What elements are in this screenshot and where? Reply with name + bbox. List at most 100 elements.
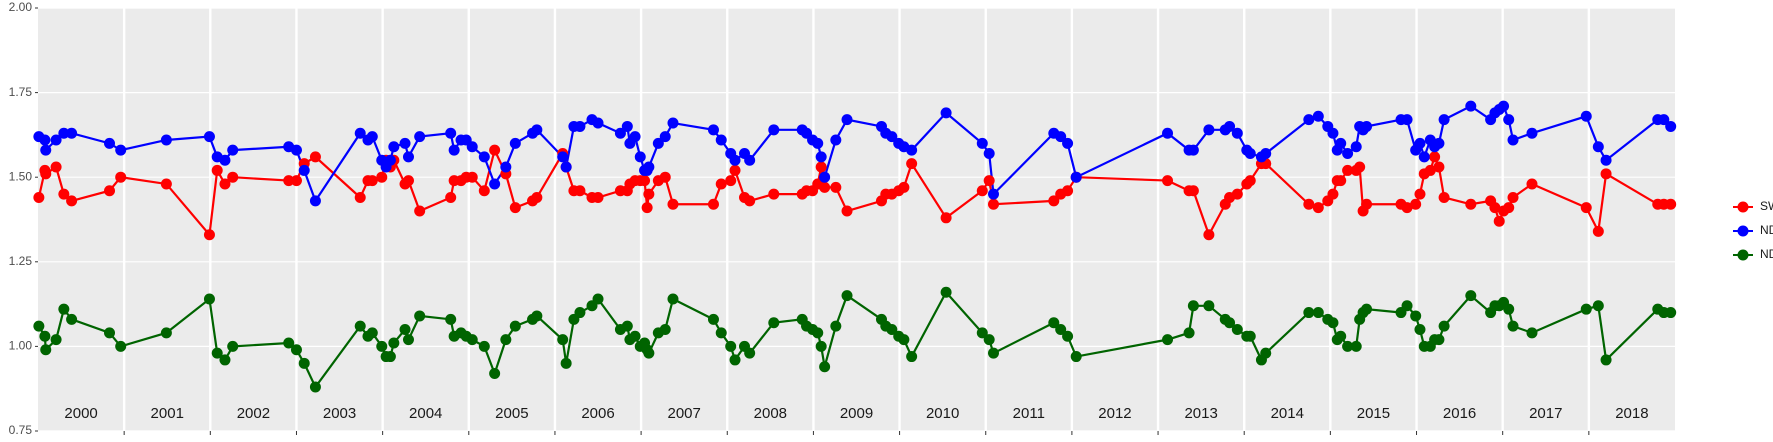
point — [219, 354, 231, 366]
point — [1062, 330, 1074, 342]
point — [906, 144, 918, 156]
point — [725, 175, 737, 187]
point — [729, 164, 741, 176]
point — [354, 320, 366, 332]
point — [1414, 188, 1426, 200]
point — [1062, 185, 1074, 197]
point — [104, 327, 116, 339]
point — [40, 344, 52, 356]
point — [1260, 347, 1272, 359]
point — [1203, 124, 1215, 136]
y-tick-label: 2.00 — [9, 0, 33, 14]
point — [115, 144, 127, 156]
point — [388, 141, 400, 153]
point — [574, 120, 586, 132]
point — [1244, 175, 1256, 187]
point — [906, 351, 918, 363]
point — [1493, 215, 1505, 227]
point — [478, 185, 490, 197]
point — [290, 144, 302, 156]
point — [466, 171, 478, 183]
point — [500, 161, 512, 173]
point — [983, 334, 995, 346]
point — [1600, 354, 1612, 366]
point — [388, 337, 400, 349]
point — [1503, 114, 1515, 126]
legend-label: SWIR — [1760, 199, 1773, 213]
point — [466, 141, 478, 153]
point — [1410, 198, 1422, 210]
point — [160, 327, 172, 339]
point — [531, 192, 543, 204]
point — [203, 229, 215, 241]
point — [1327, 127, 1339, 139]
point — [1429, 151, 1441, 163]
year-label: 2009 — [840, 405, 873, 422]
point — [309, 151, 321, 163]
point — [1465, 290, 1477, 302]
point — [715, 178, 727, 190]
point — [309, 381, 321, 393]
point — [815, 161, 827, 173]
point — [104, 185, 116, 197]
point — [33, 320, 45, 332]
point — [940, 107, 952, 119]
point — [1327, 188, 1339, 200]
point — [1600, 154, 1612, 166]
point — [283, 175, 295, 187]
y-tick-label: 1.75 — [9, 85, 33, 99]
point — [1231, 323, 1243, 335]
point — [509, 137, 521, 149]
point — [639, 175, 651, 187]
point — [1465, 100, 1477, 112]
point — [898, 334, 910, 346]
point — [1055, 131, 1067, 143]
point — [621, 120, 633, 132]
year-label: 2005 — [495, 405, 528, 422]
point — [376, 171, 388, 183]
point — [489, 178, 501, 190]
point — [987, 198, 999, 210]
point — [1342, 340, 1354, 352]
point — [399, 323, 411, 335]
point — [1433, 334, 1445, 346]
point — [227, 171, 239, 183]
point — [1526, 327, 1538, 339]
point — [1580, 110, 1592, 122]
point — [402, 334, 414, 346]
point — [614, 127, 626, 139]
point — [1503, 202, 1515, 214]
point — [227, 144, 239, 156]
point — [768, 124, 780, 136]
point — [1410, 310, 1422, 322]
point — [489, 367, 501, 379]
year-label: 2015 — [1357, 405, 1390, 422]
point — [1580, 303, 1592, 315]
point — [1507, 320, 1519, 332]
point — [1433, 137, 1445, 149]
point — [815, 340, 827, 352]
point — [707, 124, 719, 136]
year-label: 2016 — [1443, 405, 1476, 422]
point — [1665, 307, 1677, 319]
point — [1303, 198, 1315, 210]
point — [574, 307, 586, 319]
point — [366, 175, 378, 187]
point — [976, 137, 988, 149]
point — [1526, 178, 1538, 190]
point — [219, 178, 231, 190]
point — [1231, 127, 1243, 139]
year-label: 2006 — [581, 405, 614, 422]
point — [659, 131, 671, 143]
point — [641, 202, 653, 214]
point — [445, 192, 457, 204]
point — [1187, 300, 1199, 312]
point — [1203, 300, 1215, 312]
point — [886, 131, 898, 143]
point — [1580, 202, 1592, 214]
year-label: 2011 — [1013, 405, 1045, 422]
point — [1162, 127, 1174, 139]
point — [509, 320, 521, 332]
point — [1507, 192, 1519, 204]
point — [659, 171, 671, 183]
